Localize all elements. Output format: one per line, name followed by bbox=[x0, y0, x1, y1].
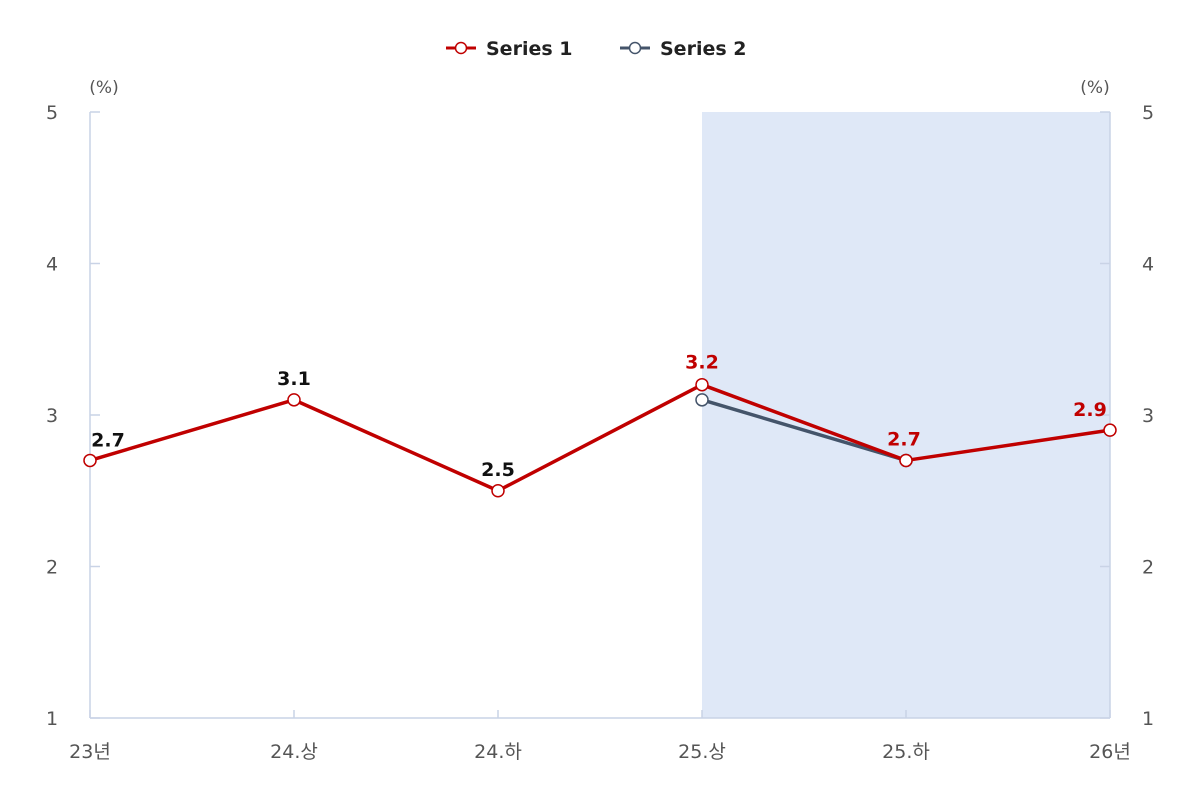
y-tick-label-left: 1 bbox=[46, 708, 58, 730]
legend: Series 1 Series 2 bbox=[446, 38, 746, 60]
x-tick-label: 24.하 bbox=[474, 741, 522, 763]
x-tick-label: 25.상 bbox=[678, 741, 726, 763]
series-1-point bbox=[83, 453, 97, 468]
x-tick-label: 26년 bbox=[1089, 741, 1131, 763]
series-1-point bbox=[1103, 423, 1117, 437]
y-unit-left: (%) bbox=[89, 78, 118, 98]
legend-series-1-swatch-marker bbox=[454, 41, 468, 55]
y-tick-label-left: 5 bbox=[46, 102, 58, 124]
series-1-data-label: 3.1 bbox=[277, 368, 311, 390]
y-unit-right: (%) bbox=[1080, 78, 1109, 98]
series-1-line bbox=[89, 382, 1111, 493]
x-tick-label: 25.하 bbox=[882, 741, 930, 763]
series-1-data-label: 2.7 bbox=[91, 429, 125, 451]
y-tick-label-right: 4 bbox=[1142, 254, 1154, 276]
series-1-point bbox=[695, 377, 709, 392]
forecast-shaded-region bbox=[702, 112, 1110, 718]
y-tick-label-left: 2 bbox=[46, 557, 58, 579]
y-tick-label-right: 1 bbox=[1142, 708, 1154, 730]
series-1-data-label: 2.9 bbox=[1073, 399, 1107, 421]
legend-series-2-swatch-marker bbox=[628, 41, 642, 55]
y-tick-label-left: 3 bbox=[46, 405, 58, 427]
series-2-point bbox=[695, 393, 709, 407]
series-group: 2.7 3.1 2.5 3.2 2.7 2.9 bbox=[83, 352, 1117, 498]
y-ticks: 1 1 2 2 3 3 4 4 5 5 bbox=[46, 102, 1154, 730]
y-tick-label-right: 3 bbox=[1142, 405, 1154, 427]
series-1-data-label: 2.7 bbox=[887, 428, 921, 450]
series-1-point bbox=[287, 393, 301, 407]
x-tick-label: 23년 bbox=[69, 741, 111, 763]
series-1-point bbox=[491, 484, 505, 498]
series-1-data-label: 2.5 bbox=[481, 459, 515, 481]
series-1-point bbox=[899, 453, 913, 468]
series-1-data-label: 3.2 bbox=[685, 352, 719, 374]
legend-series-1-label: Series 1 bbox=[486, 38, 572, 60]
legend-series-2-label: Series 2 bbox=[660, 38, 746, 60]
series-2-line bbox=[701, 398, 907, 463]
y-tick-label-left: 4 bbox=[46, 254, 58, 276]
x-tick-label: 24.상 bbox=[270, 741, 318, 763]
y-tick-label-right: 2 bbox=[1142, 557, 1154, 579]
x-ticks: 23년 24.상 24.하 25.상 25.하 26년 bbox=[69, 710, 1131, 763]
y-tick-label-right: 5 bbox=[1142, 102, 1154, 124]
